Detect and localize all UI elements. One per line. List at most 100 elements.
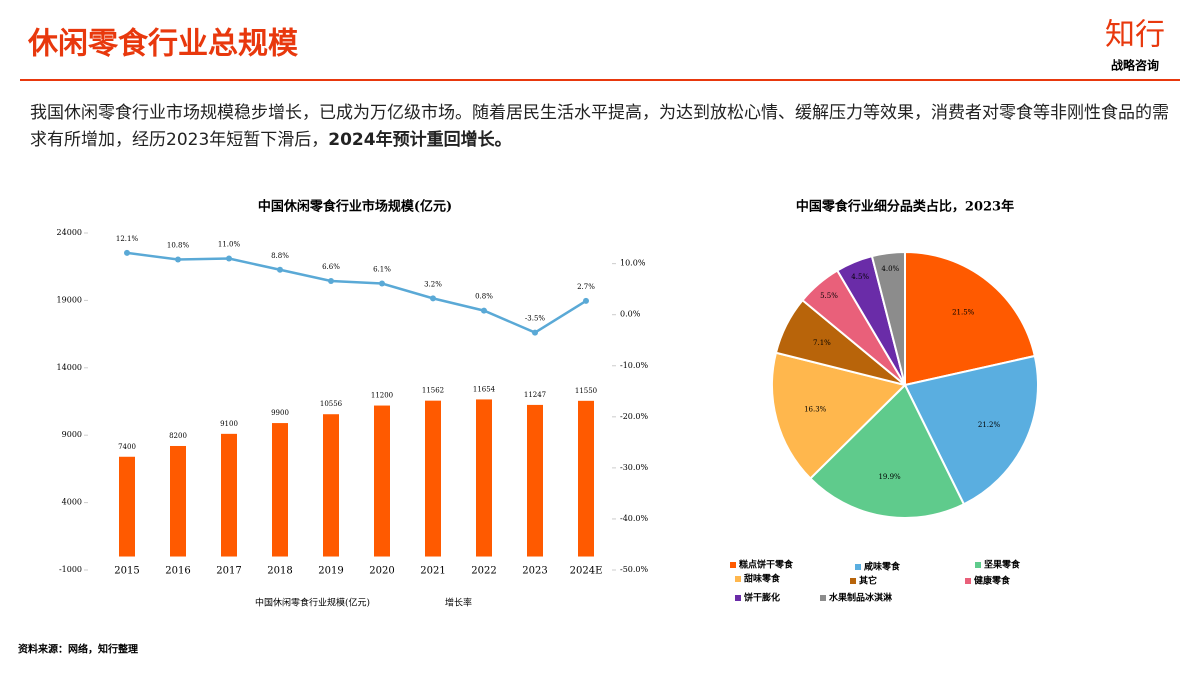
legend-swatch <box>730 562 736 568</box>
x-tick-label: 2020 <box>369 566 394 577</box>
growth-label: 3.2% <box>424 280 442 288</box>
bar <box>221 433 237 557</box>
growth-label: 8.8% <box>271 252 289 260</box>
legend-swatch <box>965 578 971 584</box>
chart-title: 中国休闲零食行业市场规模(亿元) <box>258 199 452 215</box>
x-tick-label: 2022 <box>471 566 496 577</box>
bar <box>476 399 492 557</box>
y2-tick-label: 10.0% <box>620 259 646 268</box>
pie-slice <box>808 383 966 519</box>
bar <box>170 445 186 557</box>
logo: 知行 <box>1105 18 1165 53</box>
legend-swatch <box>735 576 741 582</box>
legend-label: 增长率 <box>445 597 472 609</box>
legend-label: 咸味零食 <box>864 561 901 573</box>
logo-sub: 战略咨询 <box>1111 58 1159 73</box>
x-tick-label: 2016 <box>165 566 190 577</box>
bar <box>323 414 339 557</box>
bar-label: 11562 <box>422 387 444 395</box>
legend-label: 饼干膨化 <box>744 592 780 604</box>
growth-label: 12.1% <box>116 235 139 243</box>
legend-swatch <box>735 595 741 601</box>
growth-label: 11.0% <box>218 241 241 249</box>
growth-line <box>126 251 587 334</box>
growth-point <box>583 297 589 304</box>
bar <box>374 405 390 557</box>
legend-swatch <box>855 564 861 570</box>
chart-title: 中国零食行业细分品类占比，2023年 <box>796 199 1014 215</box>
slice-label: 16.3% <box>804 406 827 414</box>
bar-label: 11550 <box>575 387 597 395</box>
growth-point <box>124 249 130 256</box>
growth-point <box>379 280 385 287</box>
bar <box>578 400 594 557</box>
legend-label: 甜味零食 <box>744 573 781 585</box>
bar-label: 11200 <box>371 392 393 400</box>
growth-point <box>328 277 334 284</box>
bar-label: 11247 <box>524 391 546 399</box>
bar <box>527 404 543 557</box>
legend-label: 健康零食 <box>974 575 1011 587</box>
slice-label: 4.0% <box>881 265 899 273</box>
growth-label: 6.1% <box>373 266 391 274</box>
bar <box>119 456 135 557</box>
y-tick-label: 14000 <box>57 363 82 372</box>
growth-point <box>277 266 283 273</box>
legend-label: 坚果零食 <box>984 559 1021 571</box>
bar-label: 7400 <box>118 443 136 451</box>
intro-bold: 2024年预计重回增长。 <box>328 130 512 150</box>
slice-label: 7.1% <box>813 339 831 347</box>
growth-label: -3.5% <box>525 315 545 323</box>
growth-label: 10.8% <box>167 242 190 250</box>
slice-label: 4.5% <box>851 273 869 281</box>
x-tick-label: 2015 <box>114 566 139 577</box>
slice-label: 19.9% <box>878 473 901 481</box>
x-tick-label: 2019 <box>318 566 343 577</box>
y-tick-label: 24000 <box>57 228 82 237</box>
growth-point <box>226 255 232 262</box>
y2-tick-label: -20.0% <box>620 412 649 421</box>
intro-text: 我国休闲零食行业市场规模稳步增长，已成为万亿级市场。随着居民生活水平提高，为达到… <box>30 103 1169 150</box>
growth-label: 0.8% <box>475 293 493 301</box>
growth-label: 2.7% <box>577 283 595 291</box>
slice-label: 5.5% <box>820 292 838 300</box>
source: 资料来源：网络，知行整理 <box>18 643 138 656</box>
bar <box>272 423 288 557</box>
growth-point <box>481 307 487 314</box>
y2-tick-label: -10.0% <box>620 361 649 370</box>
bar-label: 11654 <box>473 385 496 393</box>
x-tick-label: 2021 <box>420 566 445 577</box>
bar-label: 8200 <box>169 432 187 440</box>
growth-point <box>430 295 436 302</box>
bar-label: 9100 <box>220 420 238 428</box>
y2-tick-label: -40.0% <box>620 514 649 523</box>
bar-label: 10556 <box>320 400 343 408</box>
x-tick-label: 2024E <box>570 566 603 577</box>
pie-slice <box>771 351 907 480</box>
intro: 我国休闲零食行业市场规模稳步增长，已成为万亿级市场。随着居民生活水平提高，为达到… <box>30 100 1170 154</box>
x-tick-label: 2023 <box>522 566 547 577</box>
legend-label: 水果制品冰淇淋 <box>829 592 892 604</box>
growth-label: 6.6% <box>322 263 340 271</box>
y-tick-label: -1000 <box>59 565 82 574</box>
legend-swatch <box>850 578 856 584</box>
slide-title: 休闲零食行业总规模 <box>27 27 298 62</box>
growth-point <box>175 256 181 263</box>
slice-label: 21.5% <box>952 308 975 316</box>
bar-label: 9900 <box>271 409 289 417</box>
legend-label: 中国休闲零食行业规模(亿元) <box>255 597 370 609</box>
pie-slice <box>903 354 1039 506</box>
y-tick-label: 19000 <box>57 295 82 304</box>
growth-point <box>532 329 538 336</box>
slice-label: 21.2% <box>978 421 1001 429</box>
legend-label: 糕点饼干零食 <box>738 559 794 571</box>
y2-tick-label: -30.0% <box>620 463 649 472</box>
pie-slice <box>904 250 1036 387</box>
x-tick-label: 2018 <box>267 566 292 577</box>
legend-swatch <box>820 595 826 601</box>
y2-tick-label: -50.0% <box>620 565 649 574</box>
bar <box>425 400 441 557</box>
y2-tick-label: 0.0% <box>620 310 641 319</box>
